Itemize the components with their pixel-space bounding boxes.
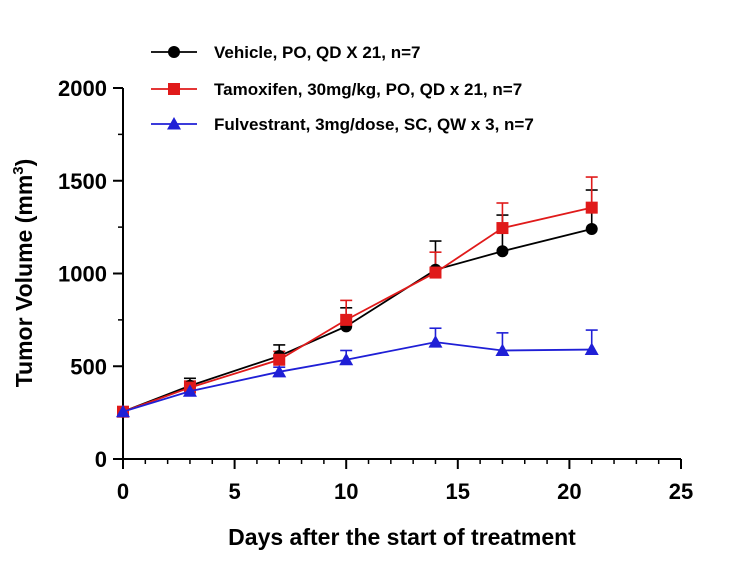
- x-tick-label: 25: [669, 479, 693, 504]
- data-point: [496, 222, 509, 235]
- y-axis-title: Tumor Volume (mm3): [10, 159, 37, 388]
- legend: Vehicle, PO, QD X 21, n=7 Tamoxifen, 30mg…: [151, 43, 534, 134]
- error-bars-triangle: [117, 327, 598, 412]
- data-point: [273, 353, 286, 366]
- data-point: [428, 335, 443, 348]
- x-tick-label: 0: [117, 479, 129, 504]
- data-point: [339, 352, 354, 366]
- legend-entry: Vehicle, PO, QD X 21, n=7: [151, 43, 420, 62]
- data-point: [272, 364, 287, 378]
- legend-label: Fulvestrant, 3mg/dose, SC, QW x 3, n=7: [214, 115, 534, 134]
- series-layer: [116, 176, 599, 418]
- legend-label: Vehicle, PO, QD X 21, n=7: [214, 43, 420, 62]
- data-point: [585, 222, 598, 235]
- y-tick-label: 500: [70, 354, 107, 379]
- x-tick-label: 20: [557, 479, 581, 504]
- data-point: [496, 245, 509, 258]
- legend-entry: Fulvestrant, 3mg/dose, SC, QW x 3, n=7: [151, 115, 534, 134]
- legend-marker: [168, 46, 180, 58]
- series-square: [117, 201, 598, 418]
- legend-entry: Tamoxifen, 30mg/kg, PO, QD x 21, n=7: [151, 80, 522, 99]
- x-tick-label: 15: [446, 479, 470, 504]
- data-point: [116, 404, 130, 418]
- y-axis-title-superscript: 3: [10, 166, 27, 174]
- legend-marker: [167, 117, 181, 130]
- data-point: [340, 313, 353, 326]
- y-axis-title-close: ): [11, 159, 37, 167]
- series-line: [122, 341, 592, 413]
- data-point: [182, 384, 197, 397]
- y-tick-label: 1000: [58, 262, 107, 287]
- x-axis-title: Days after the start of treatment: [228, 524, 576, 550]
- axes: 0 5 10 15 20 25 0 500 1000 1500 2000: [58, 76, 693, 504]
- error-bars-square: [117, 176, 598, 412]
- y-tick-label: 1500: [58, 169, 107, 194]
- series-triangle: [116, 335, 599, 418]
- y-tick-label: 2000: [58, 76, 107, 101]
- legend-marker: [168, 83, 180, 95]
- x-tick-label: 5: [228, 479, 240, 504]
- y-axis-title-main: Tumor Volume (mm: [11, 175, 37, 388]
- data-point: [584, 342, 599, 356]
- y-tick-label: 0: [95, 447, 107, 472]
- data-point: [495, 343, 510, 356]
- x-tick-label: 10: [334, 479, 358, 504]
- legend-label: Tamoxifen, 30mg/kg, PO, QD x 21, n=7: [214, 80, 522, 99]
- data-point: [429, 266, 442, 279]
- data-point: [585, 201, 598, 214]
